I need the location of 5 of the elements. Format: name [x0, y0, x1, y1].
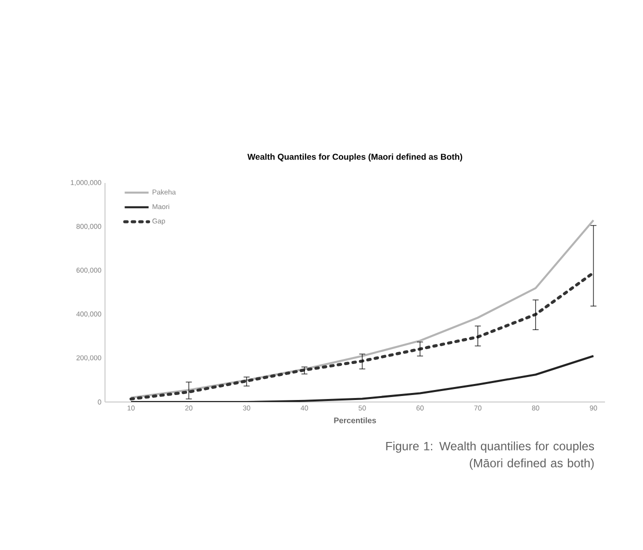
- caption: Figure 1: Wealth quantilies for couples (Māori defined as both): [386, 442, 594, 470]
- line-series: [130, 271, 595, 400]
- x-axis-title: Percentiles: [334, 417, 376, 424]
- chart-title: Wealth Quantiles for Couples (Maori defined as Both): [247, 154, 462, 162]
- line-series: [130, 219, 594, 399]
